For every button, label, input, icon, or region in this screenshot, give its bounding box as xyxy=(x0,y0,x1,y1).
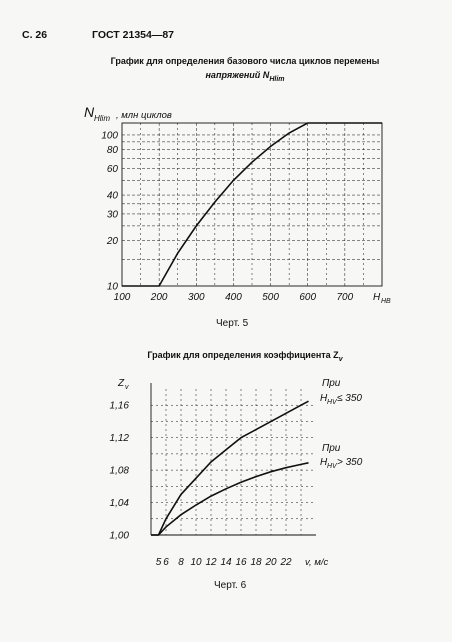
figure6-series1-label: При H HV ≤ 350 xyxy=(320,378,362,406)
figure5-chart: N Hlim , млн циклов 10 20 30 40 60 80 100 100 2… xyxy=(84,104,391,305)
figure6-series1-label-main: H xyxy=(320,393,328,404)
figure5-y-ticks: 10 20 30 40 60 80 100 xyxy=(101,130,118,292)
figure5-xlabel: H HB xyxy=(373,292,391,305)
figure6-x-tick-label: 22 xyxy=(279,557,292,568)
figure5-title-sub: Hlim xyxy=(269,75,285,83)
figure6-series2-label: При H HV > 350 xyxy=(320,443,363,470)
figure5-y-tick-label: 10 xyxy=(107,282,119,293)
figure6-title-text: График для определения коэффициента Z xyxy=(147,350,339,360)
figure6-y-ticks: 1,00 1,04 1,08 1,12 1,16 xyxy=(110,401,130,542)
figure6-series2-label-main: H xyxy=(320,457,328,468)
figure5-x-tick-label: 500 xyxy=(262,292,279,303)
figure6-x-tick-label: 5 xyxy=(156,557,162,568)
figure5-x-tick-label: 300 xyxy=(188,292,205,303)
figure6-caption: Черт. 6 xyxy=(214,580,247,591)
figure6-x-tick-label: 18 xyxy=(250,557,262,568)
figure5-grid xyxy=(121,122,383,287)
figure5-x-tick-label: 200 xyxy=(150,292,168,303)
figure5-y-tick-label: 40 xyxy=(107,191,119,202)
figure6-ylabel-main: Z xyxy=(117,378,125,389)
figure6-grid xyxy=(150,383,316,536)
figure5-title: График для определения базового числа ци… xyxy=(0,56,452,66)
figure5-y-tick-label: 60 xyxy=(107,164,119,175)
figure5-curve xyxy=(122,122,382,287)
figure6-curve-hv-le-350 xyxy=(151,400,309,536)
figure6-series1-label-line1: При xyxy=(322,378,341,389)
figure6-curve-hv-gt-350 xyxy=(151,462,309,536)
figure5-x-tick-label: 400 xyxy=(225,292,242,303)
figure6-x-tick-label: 10 xyxy=(190,557,202,568)
figure6-x-tick-label: 8 xyxy=(178,557,184,568)
figure6-ylabel-sub: v xyxy=(125,384,129,391)
figure6-y-tick-label: 1,00 xyxy=(110,531,130,542)
figure6-series1-label-rest: ≤ 350 xyxy=(337,393,362,404)
figure5-y-tick-label: 20 xyxy=(106,236,119,247)
figure5-xlabel-main: H xyxy=(373,292,381,303)
figure5-ylabel-sub: Hlim xyxy=(94,114,110,123)
figure6-series2-label-sub: HV xyxy=(327,463,338,470)
figure6-y-tick-label: 1,16 xyxy=(110,401,130,412)
page-number: С. 26 xyxy=(22,29,48,41)
figure5-x-tick-label: 700 xyxy=(337,292,354,303)
figure5-y-tick-label: 30 xyxy=(107,209,119,220)
figure5-ylabel: N Hlim , млн циклов xyxy=(84,104,172,123)
figure5-title-line1: График для определения базового числа ци… xyxy=(110,56,380,66)
figure6-x-tick-label: 20 xyxy=(264,557,277,568)
figure5-ylabel-main: N xyxy=(84,104,95,120)
figure6-x-tick-label: 16 xyxy=(235,557,247,568)
figure5-y-tick-label: 80 xyxy=(107,145,119,156)
figure6-ylabel: Z v xyxy=(117,378,129,391)
figure6-title-sub: v xyxy=(338,355,343,363)
figure5-x-tick-label: 100 xyxy=(114,292,131,303)
figure6-xlabel: v, м/с xyxy=(305,557,328,568)
figure5-caption: Черт. 5 xyxy=(216,318,249,329)
figure5-title-line2: напряжений N xyxy=(205,70,270,80)
figure6-x-tick-label: 6 xyxy=(163,557,169,568)
figure6-x-tick-label: 12 xyxy=(205,557,217,568)
figure6-x-ticks: 5 6 8 10 12 14 16 18 20 22 xyxy=(156,557,292,568)
figure6-y-tick-label: 1,08 xyxy=(110,466,130,477)
figure5-title-second-line: напряжений NHlim xyxy=(0,70,452,83)
figure6-series2-label-line1: При xyxy=(322,443,341,454)
figure5-xlabel-sub: HB xyxy=(381,298,391,305)
figure5-x-ticks: 100 200 300 400 500 600 700 xyxy=(114,292,354,303)
standard-number: ГОСТ 21354—87 xyxy=(92,29,175,41)
figure6-x-tick-label: 14 xyxy=(220,557,232,568)
figure6-chart: Z v 1,00 1,04 1,08 1,12 1,16 5 6 8 10 12 14 16 18 20… xyxy=(110,378,363,568)
figure6-title: График для определения коэффициента Zv xyxy=(0,350,452,363)
figure6-series1-label-sub: HV xyxy=(327,399,338,406)
figure6-y-tick-label: 1,04 xyxy=(110,498,130,509)
figure6-series2-label-rest: > 350 xyxy=(337,457,363,468)
figure6-y-tick-label: 1,12 xyxy=(110,433,130,444)
figure5-x-tick-label: 600 xyxy=(299,292,316,303)
figure5-ylabel-unit: , млн циклов xyxy=(116,110,172,121)
figure5-y-tick-label: 100 xyxy=(101,130,118,141)
